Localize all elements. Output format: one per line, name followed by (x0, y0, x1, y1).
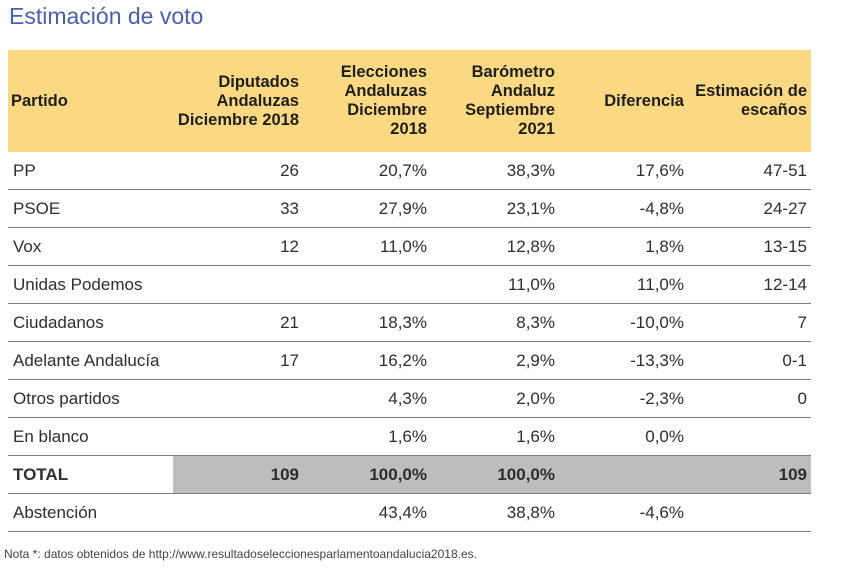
cell-escanos (688, 493, 811, 532)
cell-diputados-2018 (173, 417, 303, 456)
cell-party: Vox (8, 227, 173, 266)
table-row-6: Adelante Andalucía 17 16,2% 2,9% -13,3% 0-1 (8, 341, 811, 380)
cell-diferencia: -13,3% (559, 341, 688, 380)
cell-elecciones-2018: 18,3% (303, 303, 431, 342)
header-barometro-2021: Barómetro Andaluz Septiembre 2021 (431, 50, 559, 152)
cell-barometro-2021: 23,1% (431, 189, 559, 228)
cell-escanos: 109 (688, 455, 811, 494)
table-row-abstention: Abstención 43,4% 38,8% -4,6% (8, 493, 811, 532)
cell-diputados-2018 (173, 493, 303, 532)
cell-barometro-2021: 11,0% (431, 265, 559, 304)
header-elecciones-2018: Elecciones Andaluzas Diciembre 2018 (303, 50, 431, 152)
cell-party: PP (8, 152, 173, 190)
page-title: Estimación de voto (9, 3, 204, 29)
table-row-5: Ciudadanos 21 18,3% 8,3% -10,0% 7 (8, 303, 811, 342)
cell-barometro-2021: 8,3% (431, 303, 559, 342)
header-diferencia: Diferencia (559, 50, 688, 152)
table-row-8: En blanco 1,6% 1,6% 0,0% (8, 417, 811, 456)
cell-diputados-2018: 21 (173, 303, 303, 342)
cell-barometro-2021: 2,9% (431, 341, 559, 380)
cell-party: Adelante Andalucía (8, 341, 173, 380)
cell-barometro-2021: 2,0% (431, 379, 559, 418)
cell-escanos: 12-14 (688, 265, 811, 304)
table-row-1: PP 26 20,7% 38,3% 17,6% 47-51 (8, 152, 811, 190)
cell-party: TOTAL (8, 455, 173, 494)
cell-barometro-2021: 38,3% (431, 152, 559, 190)
cell-barometro-2021: 1,6% (431, 417, 559, 456)
cell-escanos: 24-27 (688, 189, 811, 228)
table-row-7: Otros partidos 4,3% 2,0% -2,3% 0 (8, 379, 811, 418)
cell-party: Ciudadanos (8, 303, 173, 342)
cell-diputados-2018: 33 (173, 189, 303, 228)
table-row-total: TOTAL 109 100,0% 100,0% 109 (8, 455, 811, 494)
cell-elecciones-2018: 20,7% (303, 152, 431, 190)
header-escanos: Estimación de escaños (688, 50, 811, 152)
cell-elecciones-2018: 4,3% (303, 379, 431, 418)
cell-elecciones-2018: 27,9% (303, 189, 431, 228)
cell-elecciones-2018: 16,2% (303, 341, 431, 380)
table-header-row: Partido Diputados Andaluzas Diciembre 20… (8, 50, 811, 152)
header-partido: Partido (8, 50, 173, 152)
cell-diferencia (559, 455, 688, 494)
cell-diputados-2018 (173, 379, 303, 418)
table-row-2: PSOE 33 27,9% 23,1% -4,8% 24-27 (8, 189, 811, 228)
cell-escanos: 13-15 (688, 227, 811, 266)
cell-party: Otros partidos (8, 379, 173, 418)
cell-diferencia: 1,8% (559, 227, 688, 266)
cell-diferencia: -2,3% (559, 379, 688, 418)
cell-diferencia: 0,0% (559, 417, 688, 456)
cell-diputados-2018: 109 (173, 455, 303, 494)
cell-party: PSOE (8, 189, 173, 228)
cell-party: En blanco (8, 417, 173, 456)
cell-escanos (688, 417, 811, 456)
footnote: Nota *: datos obtenidos de http://www.re… (4, 547, 477, 561)
cell-barometro-2021: 12,8% (431, 227, 559, 266)
cell-escanos: 0 (688, 379, 811, 418)
table-row-4: Unidas Podemos 11,0% 11,0% 12-14 (8, 265, 811, 304)
header-diputados-2018: Diputados Andaluzas Diciembre 2018 (173, 50, 303, 152)
cell-party: Abstención (8, 493, 173, 532)
cell-escanos: 7 (688, 303, 811, 342)
table-body: PP 26 20,7% 38,3% 17,6% 47-51 PSOE 33 27,9% 23,1%… (8, 152, 811, 532)
cell-escanos: 47-51 (688, 152, 811, 190)
cell-diferencia: -4,6% (559, 493, 688, 532)
cell-elecciones-2018: 11,0% (303, 227, 431, 266)
cell-elecciones-2018 (303, 265, 431, 304)
cell-diputados-2018: 12 (173, 227, 303, 266)
cell-party: Unidas Podemos (8, 265, 173, 304)
cell-escanos: 0-1 (688, 341, 811, 380)
cell-barometro-2021: 100,0% (431, 455, 559, 494)
cell-diputados-2018: 17 (173, 341, 303, 380)
cell-barometro-2021: 38,8% (431, 493, 559, 532)
cell-diferencia: 11,0% (559, 265, 688, 304)
cell-diputados-2018 (173, 265, 303, 304)
cell-diferencia: 17,6% (559, 152, 688, 190)
cell-diferencia: -10,0% (559, 303, 688, 342)
cell-diputados-2018: 26 (173, 152, 303, 190)
cell-elecciones-2018: 43,4% (303, 493, 431, 532)
cell-elecciones-2018: 1,6% (303, 417, 431, 456)
cell-elecciones-2018: 100,0% (303, 455, 431, 494)
cell-diferencia: -4,8% (559, 189, 688, 228)
table-row-3: Vox 12 11,0% 12,8% 1,8% 13-15 (8, 227, 811, 266)
vote-estimate-table: Partido Diputados Andaluzas Diciembre 20… (8, 50, 811, 532)
